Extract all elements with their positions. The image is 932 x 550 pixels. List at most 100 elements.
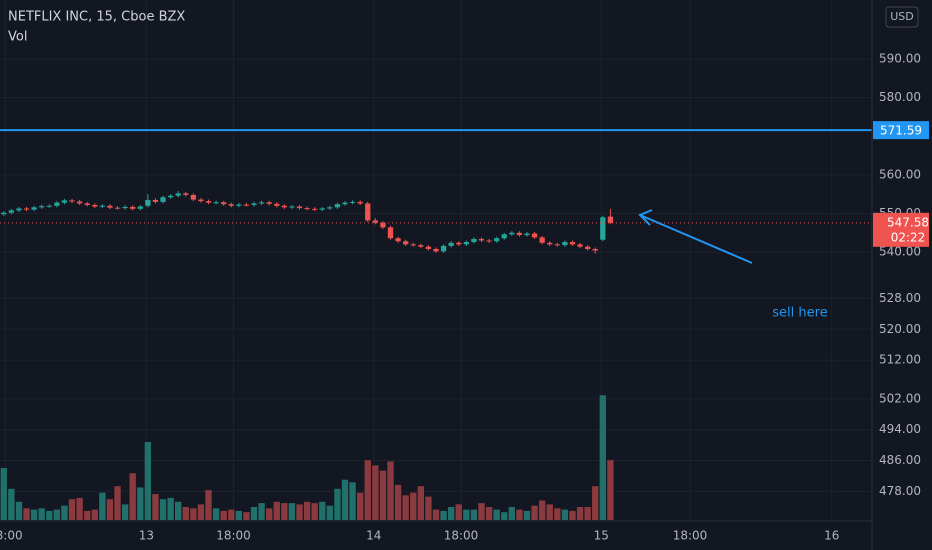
last-price-box (873, 212, 929, 247)
volume-bar (53, 509, 61, 520)
volume-bar (121, 504, 129, 520)
currency[interactable]: USD (890, 10, 914, 23)
candle-body (433, 248, 439, 252)
volume-bar (114, 486, 121, 520)
volume-bar (76, 497, 83, 520)
volume-bar (182, 507, 189, 520)
volume-bar (0, 468, 7, 520)
candle-body (592, 248, 598, 251)
candle-body (349, 201, 356, 203)
candle-body (274, 203, 280, 206)
volume-bar (538, 500, 546, 520)
volume-bar (531, 505, 538, 520)
candle-body (160, 197, 166, 202)
x-tick-label: 15 (594, 529, 609, 543)
y-tick-label: 494.00 (879, 422, 921, 436)
candle-body (266, 202, 272, 204)
candle-body (501, 234, 507, 239)
candle-body (577, 244, 583, 247)
candle-body (516, 232, 523, 236)
volume-bar (61, 505, 68, 520)
volume-bar (190, 508, 197, 520)
volume-bar (46, 510, 53, 520)
volume-bar (379, 470, 387, 520)
candle-body (357, 201, 363, 204)
candle-body (327, 207, 333, 209)
candle-body (478, 238, 485, 241)
candle-body (463, 242, 469, 245)
volume-bar (30, 509, 38, 520)
candle-body (395, 238, 401, 242)
candle-body (334, 204, 341, 208)
volume-bar (15, 501, 23, 520)
candle-body (569, 242, 576, 245)
volume-bar (235, 510, 243, 520)
volume-bar (326, 505, 334, 520)
y-tick-label: 512.00 (879, 353, 921, 367)
volume-bar (23, 508, 30, 520)
price-pane (0, 129, 872, 254)
candle-body (304, 208, 310, 210)
volume-bar (394, 484, 402, 520)
candle-body (380, 222, 386, 228)
volume-bar (197, 504, 205, 520)
candle-body (183, 193, 189, 195)
x-tick-label: 14 (366, 529, 381, 543)
candle-body (243, 204, 250, 206)
y-tick-label: 590.00 (879, 52, 921, 66)
candle-body (258, 202, 265, 204)
volume-bar (584, 507, 591, 520)
volume-bar (493, 509, 500, 520)
candle-body (152, 199, 159, 202)
volume-bar (425, 496, 432, 520)
candle-body (281, 205, 288, 208)
volume-bar (84, 510, 91, 520)
volume-bar (485, 507, 493, 520)
candle-body (539, 237, 545, 243)
candle-body (418, 245, 424, 247)
x-tick-label: 16 (824, 529, 839, 543)
candle-body (486, 240, 492, 242)
volume-bar (561, 509, 569, 520)
annotation: sell here (772, 306, 827, 321)
volume-bar (243, 512, 250, 520)
volume-bar (38, 508, 45, 520)
volume-bar (129, 473, 136, 520)
candle-body (1, 212, 7, 215)
arrow-shaft (639, 214, 753, 264)
volume-bar (576, 507, 584, 520)
chart-title: NETFLIX INC, 15, Cboe BZX (8, 10, 185, 25)
y-tick-label: 528.00 (879, 291, 921, 305)
y-tick-label: 478.00 (879, 484, 921, 498)
volume-bar (91, 509, 98, 520)
arrow-head (638, 209, 653, 226)
currency-box[interactable] (885, 6, 919, 28)
volume-bar (175, 501, 182, 520)
volume-bar (447, 507, 455, 520)
volume-bar (296, 504, 303, 520)
volume-bar (273, 501, 280, 520)
candle-body (122, 206, 128, 209)
volume-bar (303, 501, 311, 520)
countdown-label: 02:22 (891, 230, 926, 244)
candle-body (296, 206, 303, 209)
candle-body (198, 199, 204, 202)
volume-bar (159, 499, 167, 520)
volume-bar (387, 461, 394, 520)
candle-body (342, 202, 348, 205)
candle-body (92, 204, 98, 207)
volume-bar (68, 499, 76, 520)
candle-body (365, 203, 371, 221)
candle-body (114, 207, 121, 209)
volume-bar (281, 503, 288, 520)
candle-body (509, 232, 515, 235)
candle-body (61, 200, 68, 203)
candle-body (425, 246, 432, 249)
volume-bar (137, 487, 144, 520)
candle-body (403, 241, 409, 245)
candle-body (251, 203, 257, 205)
volume-bar (250, 507, 258, 520)
volume-bar (288, 503, 296, 520)
